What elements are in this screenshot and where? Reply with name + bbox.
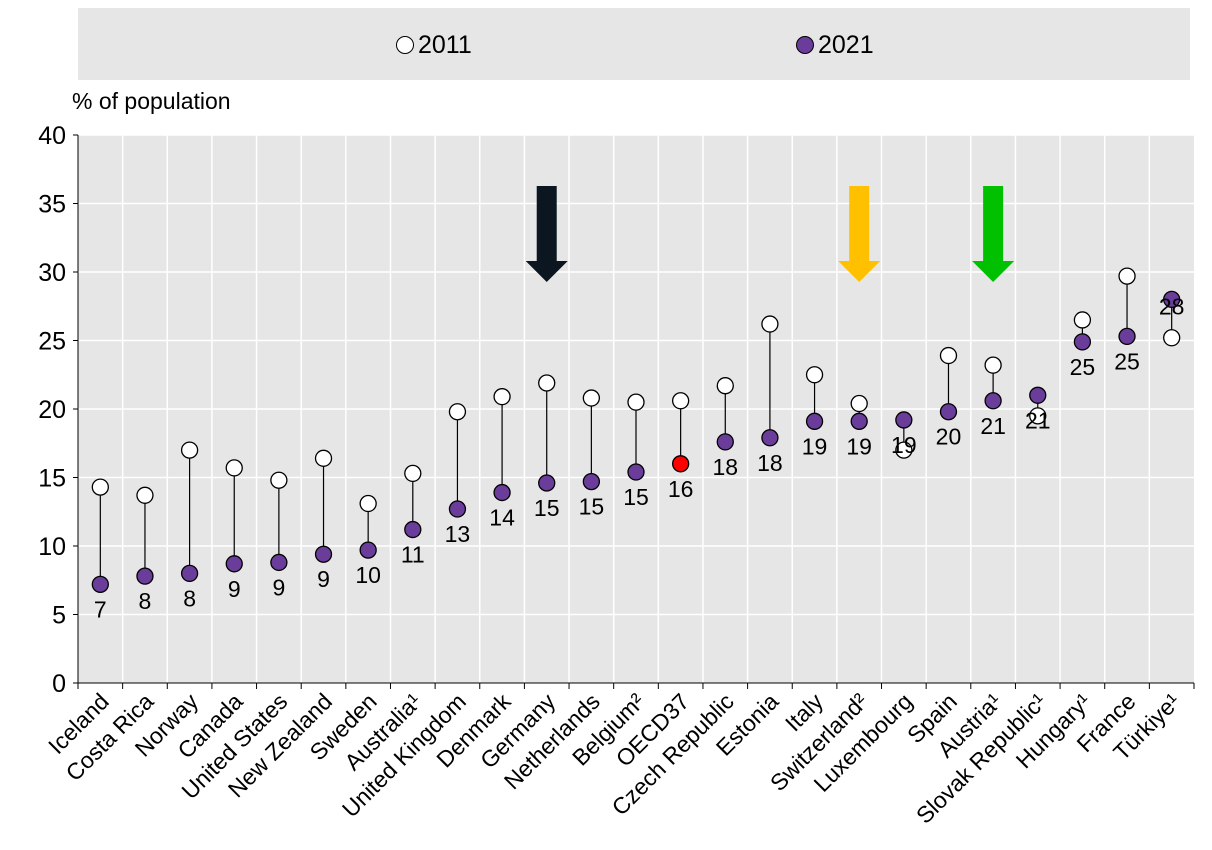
data-label-2021: 20 [936, 424, 962, 450]
indicator-arrow [525, 186, 568, 282]
data-label-2021: 13 [445, 521, 471, 547]
legend-marker-2011 [396, 36, 414, 54]
marker-2021 [359, 541, 377, 559]
y-tick-label: 5 [52, 602, 66, 630]
marker-2021 [850, 412, 868, 430]
data-label-2021: 15 [623, 484, 649, 510]
y-axis-label: % of population [72, 88, 231, 114]
marker-2021 [493, 483, 511, 502]
legend-label-2021: 2021 [818, 30, 874, 59]
data-label-2021: 9 [272, 574, 285, 600]
marker-2021 [448, 500, 467, 518]
data-label-2021: 8 [139, 588, 152, 614]
marker-2011 [761, 315, 779, 333]
data-label-2021: 18 [712, 454, 738, 480]
marker-2011 [850, 394, 868, 413]
marker-2011 [895, 441, 913, 459]
indicator-arrow [838, 186, 881, 282]
marker-2011 [314, 449, 333, 467]
marker-2011 [180, 441, 199, 459]
marker-2021 [761, 429, 779, 447]
data-label-2021: 19 [802, 433, 828, 459]
marker-2011 [448, 403, 467, 421]
legend-item-2011: 2011 [396, 30, 472, 60]
data-label-2021: 9 [317, 566, 330, 592]
marker-2011 [582, 389, 601, 407]
y-tick-label: 25 [38, 328, 66, 356]
data-label-2021: 25 [1070, 354, 1096, 380]
legend: 2011 2021 [78, 8, 1190, 80]
data-label-2021: 10 [355, 562, 381, 588]
data-label-2021: 8 [183, 585, 196, 611]
marker-2011 [91, 478, 109, 496]
data-label-2021: 16 [668, 476, 694, 502]
marker-2011 [538, 374, 556, 392]
data-label-2021: 9 [228, 576, 241, 602]
y-tick-label: 35 [38, 191, 66, 219]
y-tick-label: 30 [38, 259, 66, 287]
data-label-2021: 21 [1025, 407, 1051, 433]
marker-2011 [805, 366, 824, 384]
marker-2021 [984, 392, 1002, 410]
legend-marker-2021 [796, 36, 814, 54]
data-label-2021: 19 [846, 433, 872, 459]
marker-2021 [627, 463, 645, 481]
marker-2021 [404, 520, 422, 539]
marker-2021 [582, 472, 601, 491]
marker-2011 [1029, 407, 1047, 425]
legend-label-2011: 2011 [418, 30, 472, 59]
y-tick-label: 0 [52, 670, 66, 698]
marker-2011 [1163, 329, 1181, 347]
data-label-2021: 11 [401, 542, 425, 568]
marker-2021 [180, 564, 199, 583]
marker-2011 [493, 388, 511, 406]
marker-2011 [270, 471, 288, 489]
marker-2011 [1118, 267, 1136, 285]
marker-2021 [225, 555, 243, 573]
marker-2011 [359, 494, 377, 513]
marker-2021 [538, 474, 556, 492]
marker-2021 [1118, 327, 1136, 346]
marker-2021 [671, 455, 690, 473]
data-label-2021: 21 [980, 413, 1006, 439]
data-label-2021: 18 [757, 450, 783, 476]
marker-2021 [716, 433, 734, 451]
marker-2011 [939, 346, 958, 365]
data-label-2021: 15 [579, 494, 605, 520]
y-tick-label: 40 [38, 122, 66, 150]
marker-2021 [314, 545, 333, 563]
data-label-2021: 28 [1159, 293, 1185, 319]
indicator-arrow [972, 186, 1015, 282]
y-tick-label: 20 [38, 396, 66, 424]
marker-2011 [984, 356, 1002, 374]
marker-2011 [716, 377, 734, 395]
data-label-2021: 19 [891, 432, 917, 458]
marker-2021 [805, 412, 824, 430]
marker-2021 [939, 403, 958, 421]
marker-2021 [136, 567, 154, 585]
data-label-2021: 7 [94, 596, 107, 622]
legend-item-2021: 2021 [796, 30, 874, 60]
y-tick-label: 10 [38, 533, 66, 561]
data-label-2021: 25 [1114, 348, 1140, 374]
marker-2011 [671, 392, 690, 410]
marker-2021 [1073, 333, 1092, 351]
marker-2021 [1029, 386, 1047, 404]
marker-2021 [895, 411, 913, 429]
marker-2021 [270, 553, 288, 572]
data-label-2021: 15 [534, 495, 560, 521]
y-tick-label: 15 [38, 465, 66, 493]
marker-2011 [627, 393, 645, 411]
marker-2011 [404, 464, 422, 483]
marker-2021 [1163, 290, 1181, 309]
marker-2021 [91, 575, 109, 594]
marker-2011 [1073, 311, 1092, 329]
marker-2011 [225, 459, 243, 477]
data-label-2021: 14 [489, 505, 515, 531]
marker-2011 [136, 486, 154, 504]
